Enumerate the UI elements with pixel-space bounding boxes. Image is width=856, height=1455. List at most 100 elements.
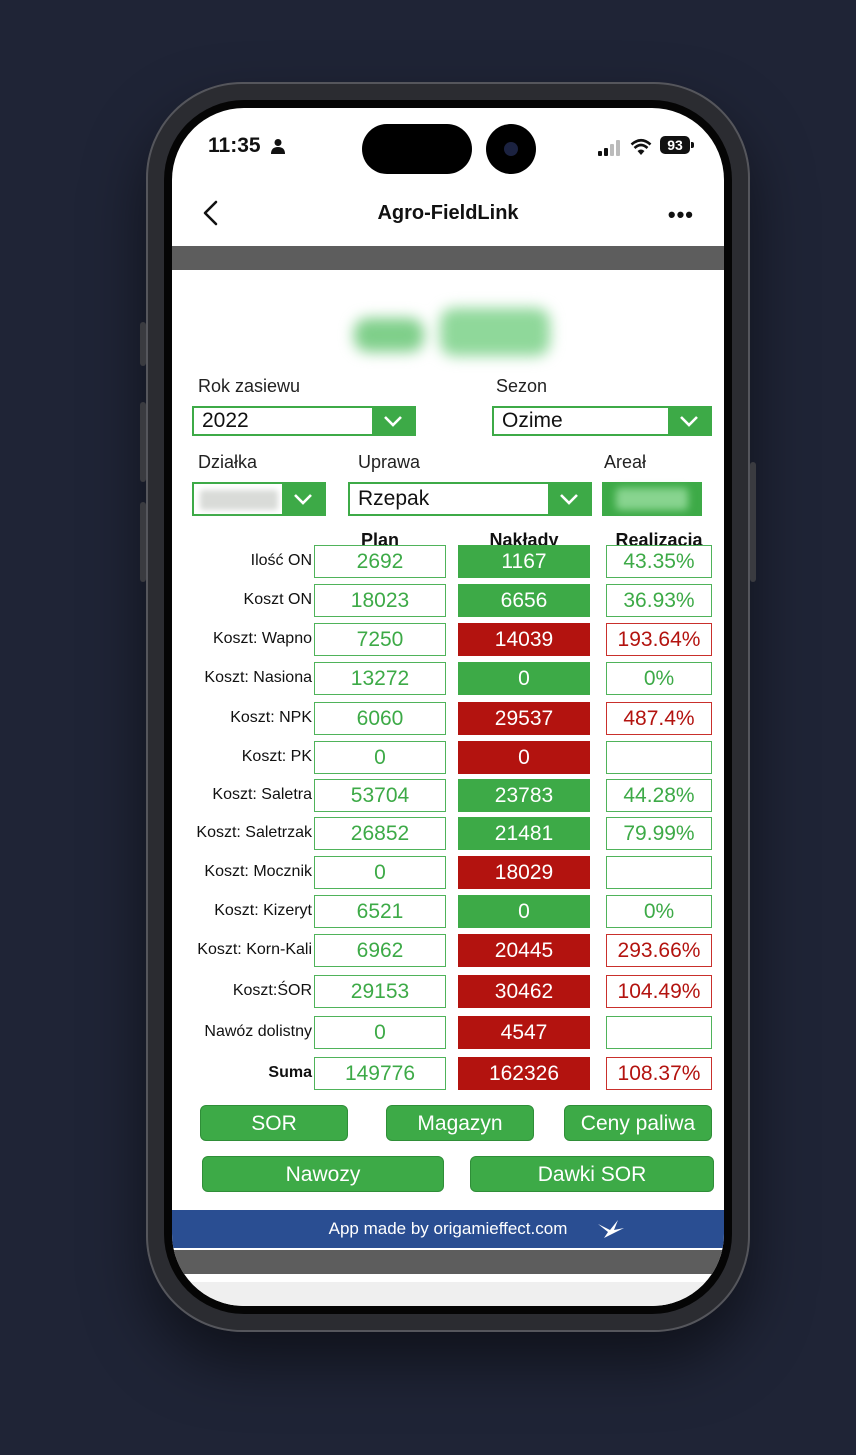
naklady-cell: 1167 xyxy=(458,545,590,578)
plan-cell: 29153 xyxy=(314,975,446,1008)
naklady-cell: 30462 xyxy=(458,975,590,1008)
plan-cell: 53704 xyxy=(314,779,446,812)
plan-cell: 0 xyxy=(314,856,446,889)
realizacja-cell: 108.37% xyxy=(606,1057,712,1090)
chevron-down-icon xyxy=(668,408,710,434)
bottom-safe-area xyxy=(172,1282,724,1306)
nav-bar: Agro-FieldLink ••• xyxy=(172,188,724,244)
rok-label: Rok zasiewu xyxy=(198,376,301,396)
plan-cell: 6962 xyxy=(314,934,446,967)
action-button xyxy=(140,322,146,366)
bottom-divider xyxy=(172,1250,724,1274)
naklady-cell: 23783 xyxy=(458,779,590,812)
chevron-down-icon xyxy=(282,484,324,514)
row-label: Koszt: PK xyxy=(241,748,312,765)
naklady-cell: 162326 xyxy=(458,1057,590,1090)
plan-cell: 13272 xyxy=(314,662,446,695)
plan-cell: 0 xyxy=(314,741,446,774)
footer-banner[interactable]: App made by origamieffect.com xyxy=(172,1210,724,1248)
realizacja-cell: 36.93% xyxy=(606,584,712,617)
row-label: Koszt: NPK xyxy=(230,709,312,726)
rok-dropdown[interactable]: 2022 xyxy=(192,406,416,436)
main-content: Rok zasiewu 2022 Sezon Ozime Działka xyxy=(172,270,724,1208)
row-label: Koszt:ŚOR xyxy=(232,982,312,999)
row-label: Koszt: Nasiona xyxy=(204,669,312,686)
row-label: Koszt: Korn-Kali xyxy=(197,941,312,958)
naklady-cell: 18029 xyxy=(458,856,590,889)
plan-cell: 6060 xyxy=(314,702,446,735)
realizacja-cell xyxy=(606,1016,712,1049)
realizacja-cell: 0% xyxy=(606,895,712,928)
realizacja-cell xyxy=(606,741,712,774)
dawki-sor-button[interactable]: Dawki SOR xyxy=(470,1156,714,1192)
realizacja-cell: 43.35% xyxy=(606,545,712,578)
bezel: 11:35 93 xyxy=(164,100,732,1314)
realizacja-cell: 487.4% xyxy=(606,702,712,735)
uprawa-value: Rzepak xyxy=(358,487,430,510)
magazyn-button[interactable]: Magazyn xyxy=(386,1105,534,1141)
back-icon[interactable] xyxy=(200,200,222,226)
phone-frame: 11:35 93 xyxy=(140,82,756,1332)
battery-icon: 93 xyxy=(660,136,694,154)
chevron-down-icon xyxy=(548,484,590,514)
camera-icon xyxy=(486,124,536,174)
row-label: Ilość ON xyxy=(250,552,312,569)
blurred-logo xyxy=(344,300,554,370)
row-label: Koszt: Kizeryt xyxy=(214,902,312,919)
status-bar: 11:35 93 xyxy=(172,108,724,174)
wifi-icon xyxy=(630,138,652,155)
naklady-cell: 0 xyxy=(458,895,590,928)
page-title: Agro-FieldLink xyxy=(377,202,519,224)
plan-cell: 18023 xyxy=(314,584,446,617)
naklady-cell: 4547 xyxy=(458,1016,590,1049)
naklady-cell: 21481 xyxy=(458,817,590,850)
blurred-dzialka-value xyxy=(200,490,278,510)
row-label: Suma xyxy=(268,1064,312,1081)
row-label: Nawóz dolistny xyxy=(204,1023,312,1040)
plan-cell: 0 xyxy=(314,1016,446,1049)
sor-button[interactable]: SOR xyxy=(200,1105,348,1141)
naklady-cell: 20445 xyxy=(458,934,590,967)
row-label: Koszt: Saletra xyxy=(212,786,312,803)
volume-down-button xyxy=(140,502,146,582)
realizacja-cell: 0% xyxy=(606,662,712,695)
person-icon xyxy=(271,139,285,154)
dzialka-label: Działka xyxy=(198,452,258,472)
sezon-dropdown[interactable]: Ozime xyxy=(492,406,712,436)
row-label: Koszt ON xyxy=(243,591,312,608)
uprawa-label: Uprawa xyxy=(358,452,421,472)
plan-cell: 6521 xyxy=(314,895,446,928)
areal-value-box xyxy=(602,482,702,516)
footer-text: App made by origamieffect.com xyxy=(328,1219,568,1238)
more-icon[interactable]: ••• xyxy=(667,202,694,227)
plan-cell: 26852 xyxy=(314,817,446,850)
header-divider xyxy=(172,246,724,270)
sezon-value: Ozime xyxy=(502,409,563,432)
dynamic-island xyxy=(362,124,472,174)
volume-up-button xyxy=(140,402,146,482)
status-time: 11:35 xyxy=(208,134,261,157)
ceny-paliwa-button[interactable]: Ceny paliwa xyxy=(564,1105,712,1141)
realizacja-cell: 44.28% xyxy=(606,779,712,812)
uprawa-dropdown[interactable]: Rzepak xyxy=(348,482,592,516)
dzialka-dropdown[interactable] xyxy=(192,482,326,516)
realizacja-cell: 79.99% xyxy=(606,817,712,850)
areal-label: Areał xyxy=(604,452,647,472)
naklady-cell: 0 xyxy=(458,741,590,774)
row-label: Koszt: Mocznik xyxy=(204,863,312,880)
signal-icon xyxy=(598,140,620,156)
screen: 11:35 93 xyxy=(172,108,724,1306)
realizacja-cell xyxy=(606,856,712,889)
power-button xyxy=(750,462,756,582)
rok-value: 2022 xyxy=(202,409,249,432)
bird-logo-icon xyxy=(598,1220,624,1238)
realizacja-cell: 104.49% xyxy=(606,975,712,1008)
realizacja-cell: 193.64% xyxy=(606,623,712,656)
naklady-cell: 29537 xyxy=(458,702,590,735)
row-label: Koszt: Saletrzak xyxy=(196,824,312,841)
realizacja-cell: 293.66% xyxy=(606,934,712,967)
chevron-down-icon xyxy=(372,408,414,434)
naklady-cell: 0 xyxy=(458,662,590,695)
plan-cell: 2692 xyxy=(314,545,446,578)
nawozy-button[interactable]: Nawozy xyxy=(202,1156,444,1192)
